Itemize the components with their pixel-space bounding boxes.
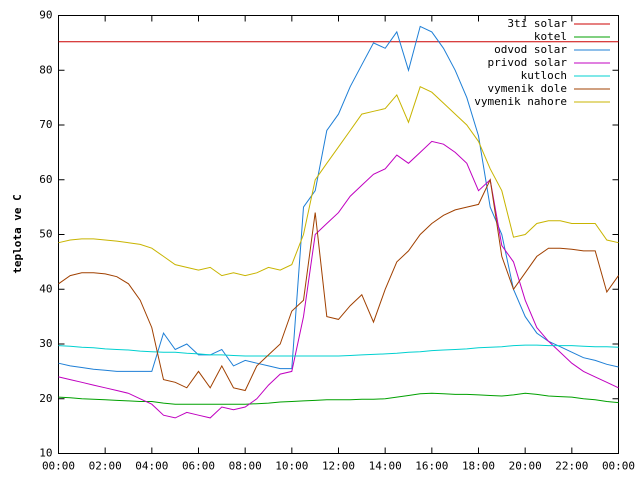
y-tick-label: 20 bbox=[39, 392, 52, 405]
x-tick-label: 12:00 bbox=[322, 460, 355, 473]
y-tick-label: 90 bbox=[39, 9, 52, 22]
legend-label: kutloch bbox=[521, 69, 567, 82]
series-line bbox=[58, 392, 619, 405]
series-line bbox=[58, 25, 619, 372]
legend-label: privod solar bbox=[488, 56, 568, 69]
y-tick-label: 30 bbox=[39, 337, 52, 350]
legend-label: vymenik dole bbox=[488, 82, 567, 95]
x-tick-label: 20:00 bbox=[509, 460, 542, 473]
y-tick-label: 80 bbox=[39, 63, 52, 76]
x-tick-label: 14:00 bbox=[369, 460, 402, 473]
y-tick-label: 60 bbox=[39, 173, 52, 186]
series-line bbox=[58, 140, 619, 419]
series-line bbox=[58, 178, 619, 392]
series-line bbox=[58, 344, 619, 357]
y-axis-label: teplota ve C bbox=[11, 194, 24, 273]
x-tick-label: 02:00 bbox=[89, 460, 122, 473]
x-tick-label: 06:00 bbox=[182, 460, 215, 473]
legend-label: kotel bbox=[534, 30, 567, 43]
x-tick-label: 08:00 bbox=[229, 460, 262, 473]
x-tick-label: 16:00 bbox=[415, 460, 448, 473]
x-tick-label: 22:00 bbox=[555, 460, 588, 473]
y-tick-label: 40 bbox=[39, 282, 52, 295]
x-tick-label: 10:00 bbox=[275, 460, 308, 473]
legend-label: odvod solar bbox=[494, 43, 567, 56]
x-tick-label: 00:00 bbox=[42, 460, 75, 473]
y-tick-label: 10 bbox=[39, 447, 52, 460]
x-tick-label: 04:00 bbox=[135, 460, 168, 473]
x-tick-label: 18:00 bbox=[462, 460, 495, 473]
series-line bbox=[58, 86, 619, 277]
legend-label: vymenik nahore bbox=[474, 95, 567, 108]
y-tick-label: 50 bbox=[39, 228, 52, 241]
legend-label: 3ti solar bbox=[507, 17, 567, 30]
y-tick-label: 70 bbox=[39, 118, 52, 131]
x-tick-label: 00:00 bbox=[602, 460, 635, 473]
